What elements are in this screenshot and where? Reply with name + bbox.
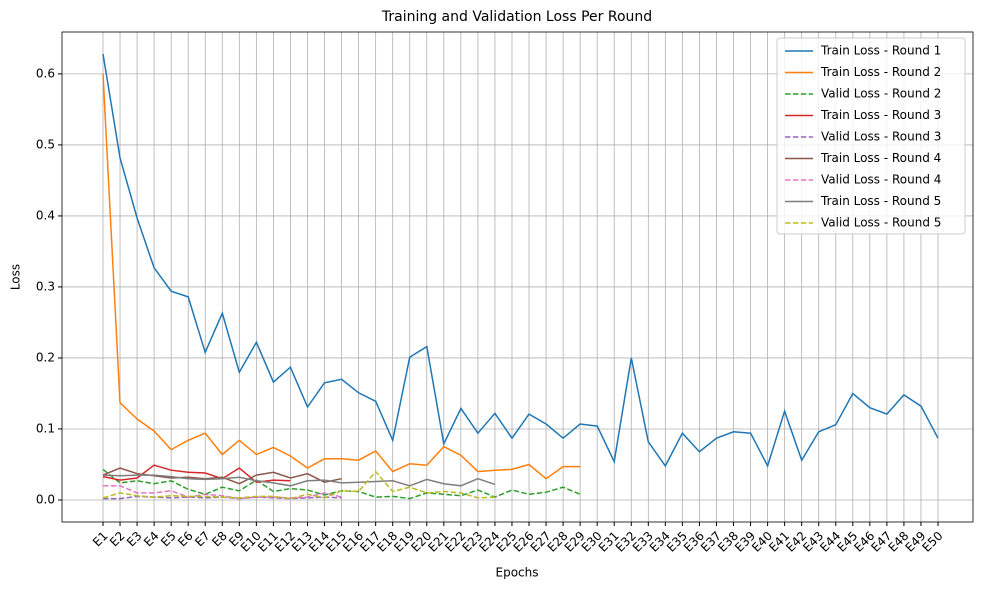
plot-frame	[61, 31, 974, 523]
legend-label: Train Loss - Round 4	[820, 151, 941, 165]
y-tick-label: 0.0	[36, 492, 55, 506]
legend-label: Train Loss - Round 2	[820, 65, 941, 79]
y-tick-label: 0.5	[36, 137, 55, 151]
series-line	[103, 485, 342, 500]
legend-label: Valid Loss - Round 3	[821, 130, 941, 144]
legend-label: Valid Loss - Round 4	[821, 173, 941, 187]
x-axis-label: Epochs	[496, 566, 539, 580]
y-tick-label: 0.2	[36, 350, 55, 364]
x-tick-label: E50	[920, 529, 946, 555]
series-line	[102, 474, 496, 487]
legend-label: Train Loss - Round 5	[820, 194, 941, 208]
legend-label: Train Loss - Round 1	[820, 44, 941, 58]
legend: Train Loss - Round 1 Train Loss - Round 2…	[776, 37, 966, 235]
y-axis-label: Loss	[9, 264, 23, 290]
y-tick-label: 0.4	[36, 208, 55, 222]
legend-label: Valid Loss - Round 5	[821, 216, 941, 230]
legend-label: Train Loss - Round 3	[820, 108, 941, 122]
series-line	[102, 470, 495, 500]
y-tick-label: 0.1	[36, 421, 55, 435]
legend-box	[776, 37, 966, 235]
y-tick-label: 0.6	[36, 66, 55, 80]
series-line	[102, 73, 581, 480]
y-tick-label: 0.3	[36, 279, 55, 293]
chart-title: Training and Validation Loss Per Round	[381, 9, 652, 25]
series-line	[102, 53, 939, 468]
legend-label: Valid Loss - Round 2	[821, 87, 941, 101]
